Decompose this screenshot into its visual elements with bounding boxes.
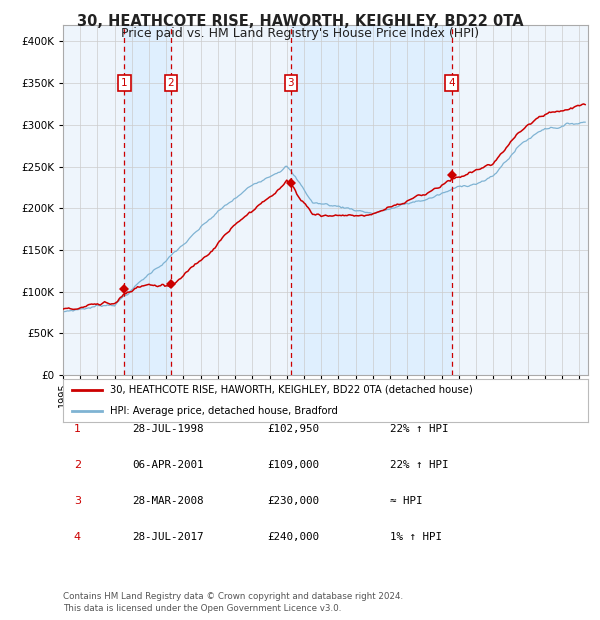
- Text: ≈ HPI: ≈ HPI: [390, 496, 422, 506]
- Bar: [291, 25, 451, 375]
- Text: £240,000: £240,000: [267, 532, 319, 542]
- Text: 22% ↑ HPI: 22% ↑ HPI: [390, 424, 449, 434]
- Text: 28-MAR-2008: 28-MAR-2008: [132, 496, 203, 506]
- Text: Contains HM Land Registry data © Crown copyright and database right 2024.
This d: Contains HM Land Registry data © Crown c…: [63, 591, 403, 613]
- Text: £230,000: £230,000: [267, 496, 319, 506]
- Text: £109,000: £109,000: [267, 460, 319, 470]
- Text: 28-JUL-2017: 28-JUL-2017: [132, 532, 203, 542]
- Text: 30, HEATHCOTE RISE, HAWORTH, KEIGHLEY, BD22 0TA (detached house): 30, HEATHCOTE RISE, HAWORTH, KEIGHLEY, B…: [110, 385, 473, 395]
- Text: 06-APR-2001: 06-APR-2001: [132, 460, 203, 470]
- Text: HPI: Average price, detached house, Bradford: HPI: Average price, detached house, Brad…: [110, 406, 338, 416]
- Text: Price paid vs. HM Land Registry's House Price Index (HPI): Price paid vs. HM Land Registry's House …: [121, 27, 479, 40]
- Text: 1: 1: [121, 78, 128, 88]
- Text: 1% ↑ HPI: 1% ↑ HPI: [390, 532, 442, 542]
- Text: 4: 4: [74, 532, 81, 542]
- Text: 4: 4: [448, 78, 455, 88]
- Text: £102,950: £102,950: [267, 424, 319, 434]
- Text: 22% ↑ HPI: 22% ↑ HPI: [390, 460, 449, 470]
- Text: 2: 2: [167, 78, 174, 88]
- Text: 3: 3: [74, 496, 81, 506]
- Bar: [124, 25, 171, 375]
- Text: 3: 3: [287, 78, 294, 88]
- Text: 2: 2: [74, 460, 81, 470]
- Text: 28-JUL-1998: 28-JUL-1998: [132, 424, 203, 434]
- Text: 30, HEATHCOTE RISE, HAWORTH, KEIGHLEY, BD22 0TA: 30, HEATHCOTE RISE, HAWORTH, KEIGHLEY, B…: [77, 14, 523, 29]
- Text: 1: 1: [74, 424, 81, 434]
